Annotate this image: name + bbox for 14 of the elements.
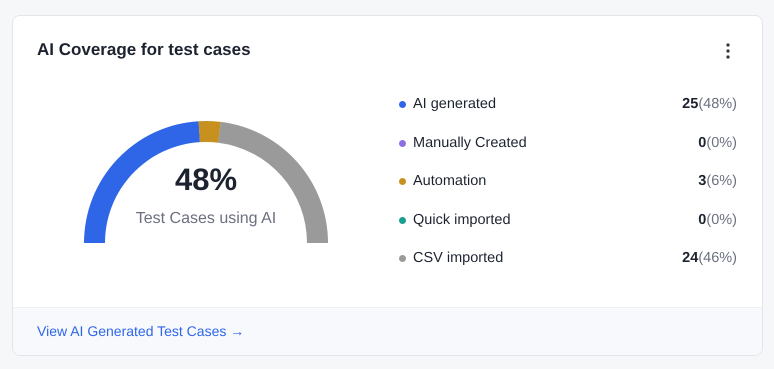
legend-label: Quick imported	[413, 212, 511, 228]
legend-label: CSV imported	[413, 250, 504, 266]
data-label: 24(46%)	[682, 250, 737, 266]
text: 48%	[174, 162, 238, 198]
legend-label: Manually Created	[413, 134, 527, 150]
text: View AI Generated Test Cases →	[37, 323, 244, 339]
legend-label: AI generated	[413, 96, 496, 112]
text: Test Cases using AI	[134, 210, 278, 228]
chart-title: AI Coverage for test cases	[37, 40, 251, 60]
data-label: 25(48%)	[682, 96, 737, 112]
text: 0(0%)	[698, 212, 737, 228]
data-label: 3(6%)	[698, 173, 737, 189]
legend-label: Automation	[413, 173, 486, 189]
text: 0(0%)	[698, 134, 737, 150]
